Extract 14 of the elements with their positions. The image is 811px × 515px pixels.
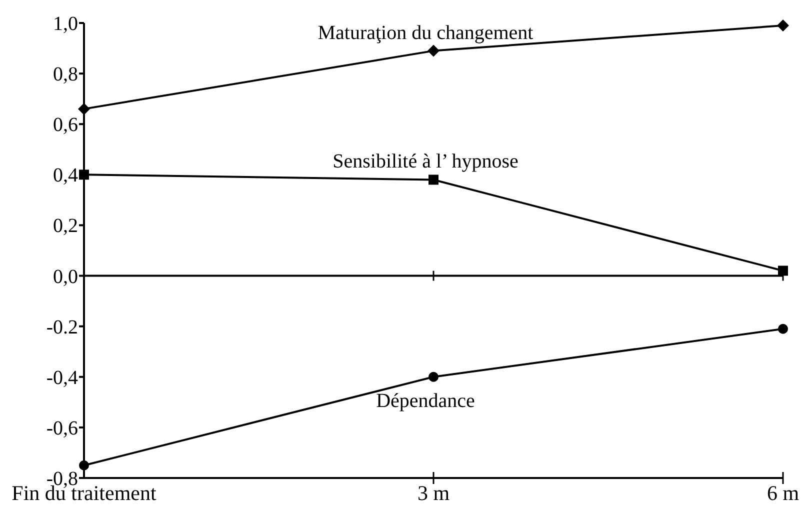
y-tick-label: 0,8: [53, 64, 78, 86]
y-tick-label: -0,4: [46, 366, 78, 389]
x-tick-label: 3 m: [417, 481, 450, 505]
x-tick-label: 6 m: [766, 481, 800, 505]
y-tick-label: 1,0: [53, 13, 78, 35]
y-tick-label: -0,6: [46, 417, 78, 440]
series-label: Sensibilité à l’ hypnose: [332, 150, 518, 173]
series-label: Maturaţion du changement: [318, 22, 534, 44]
y-tick-label: 0,6: [53, 114, 78, 136]
y-tick-label: 0,2: [53, 215, 78, 238]
series-label: Dépendance: [376, 390, 476, 412]
y-tick-label: 0,4: [53, 164, 78, 187]
y-tick-label: -0.2: [46, 316, 78, 338]
y-tick-label: 0,0: [53, 266, 78, 288]
